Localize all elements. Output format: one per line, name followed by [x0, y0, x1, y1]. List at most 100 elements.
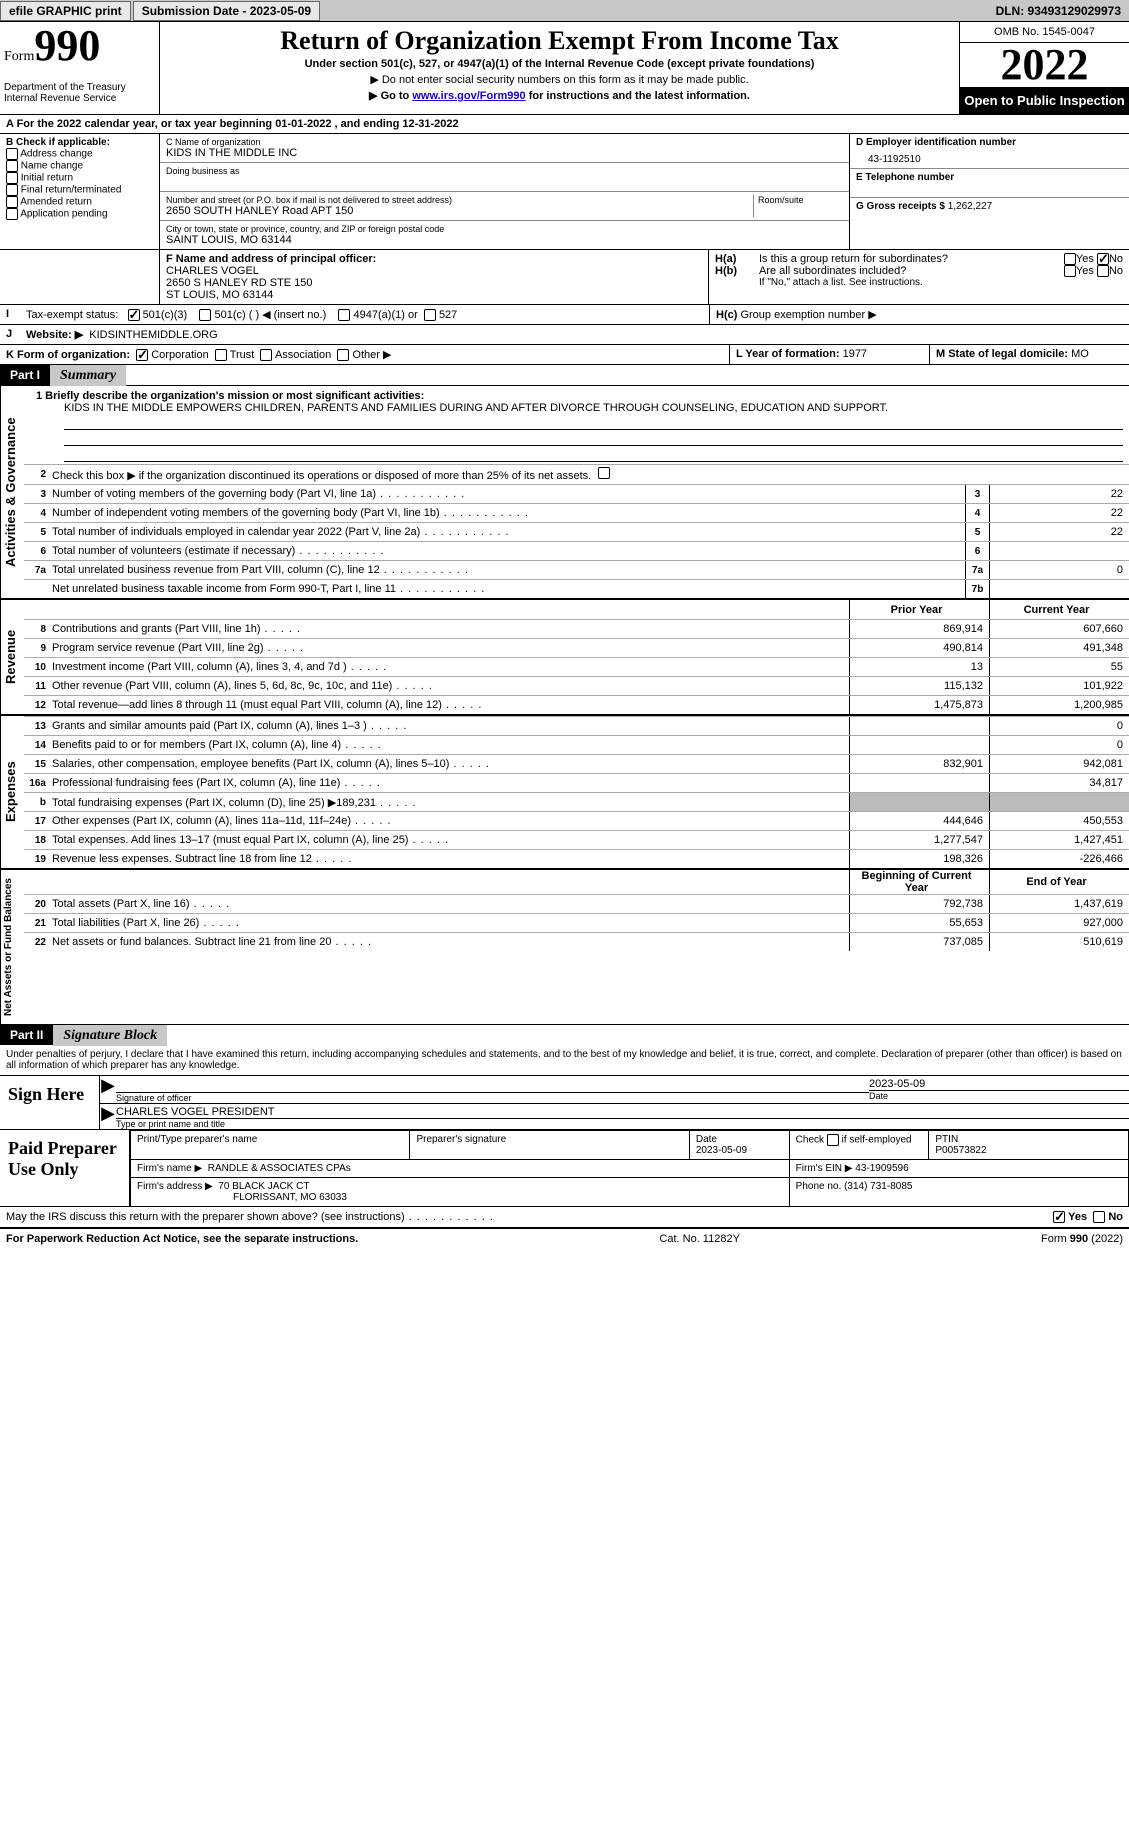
hb-label: Are all subordinates included? — [759, 265, 1064, 277]
sig-officer-label: Signature of officer — [116, 1092, 869, 1103]
footer-left: For Paperwork Reduction Act Notice, see … — [6, 1233, 358, 1245]
sig-date: 2023-05-09 — [869, 1078, 1129, 1090]
summary-line: 3 Number of voting members of the govern… — [24, 484, 1129, 503]
checkbox-name-change[interactable] — [6, 160, 18, 172]
cb-trust[interactable] — [215, 349, 227, 361]
tax-status-label: Tax-exempt status: — [26, 309, 118, 321]
org-name: KIDS IN THE MIDDLE INC — [166, 147, 843, 159]
org-city: SAINT LOUIS, MO 63144 — [166, 234, 843, 246]
tax-exempt-row: I Tax-exempt status: 501(c)(3) 501(c) ( … — [0, 305, 1129, 325]
summary-line: 20 Total assets (Part X, line 16) 792,73… — [24, 894, 1129, 913]
m-value: MO — [1071, 348, 1089, 360]
addr-label: Number and street (or P.O. box if mail i… — [166, 195, 753, 205]
summary-line: 6 Total number of volunteers (estimate i… — [24, 541, 1129, 560]
form-title: Return of Organization Exempt From Incom… — [168, 26, 951, 56]
cb-other[interactable] — [337, 349, 349, 361]
summary-line: 5 Total number of individuals employed i… — [24, 522, 1129, 541]
irs-link[interactable]: www.irs.gov/Form990 — [412, 90, 525, 102]
cb-corp[interactable] — [136, 349, 148, 361]
summary-line: 4 Number of independent voting members o… — [24, 503, 1129, 522]
hb-yes[interactable] — [1064, 265, 1076, 277]
checkbox-pending[interactable] — [6, 208, 18, 220]
summary-line: 12 Total revenue—add lines 8 through 11 … — [24, 695, 1129, 714]
section-b-label: B Check if applicable: — [6, 137, 153, 148]
submission-date-button[interactable]: Submission Date - 2023-05-09 — [133, 1, 320, 21]
hb-note: If "No," attach a list. See instructions… — [715, 277, 1123, 288]
firm-addr2: FLORISSANT, MO 63033 — [233, 1192, 347, 1203]
ha-yes[interactable] — [1064, 253, 1076, 265]
dept-treasury: Department of the Treasury Internal Reve… — [4, 82, 155, 104]
goto-note: ▶ Go to www.irs.gov/Form990 for instruct… — [168, 89, 951, 102]
website-row: J Website: ▶ KIDSINTHEMIDDLE.ORG — [0, 325, 1129, 345]
line-2: Check this box ▶ if the organization dis… — [52, 465, 1129, 484]
section-c: C Name of organization KIDS IN THE MIDDL… — [160, 134, 849, 249]
cb-discontinued[interactable] — [598, 467, 610, 479]
firm-name: RANDLE & ASSOCIATES CPAs — [208, 1163, 351, 1174]
tax-year: 2022 — [960, 43, 1129, 87]
l-label: L Year of formation: — [736, 348, 840, 360]
open-to-public: Open to Public Inspection — [960, 87, 1129, 114]
ha-no[interactable] — [1097, 253, 1109, 265]
checkbox-amended[interactable] — [6, 196, 18, 208]
section-b: B Check if applicable: Address change Na… — [0, 134, 160, 249]
mayirs-no[interactable] — [1093, 1211, 1105, 1223]
summary-line: Net unrelated business taxable income fr… — [24, 579, 1129, 598]
summary-line: 13 Grants and similar amounts paid (Part… — [24, 716, 1129, 735]
mission-block: 1 Briefly describe the organization's mi… — [24, 386, 1129, 464]
col-current: Current Year — [989, 600, 1129, 619]
cb-501c3[interactable] — [128, 309, 140, 321]
col-beg: Beginning of Current Year — [849, 870, 989, 894]
form-number: Form990 — [4, 26, 155, 66]
cb-501c[interactable] — [199, 309, 211, 321]
officer-name: CHARLES VOGEL — [166, 265, 702, 277]
checkbox-address-change[interactable] — [6, 148, 18, 160]
firm-addr1: 70 BLACK JACK CT — [218, 1181, 309, 1192]
ein-label: D Employer identification number — [856, 137, 1123, 148]
summary-line: 8 Contributions and grants (Part VIII, l… — [24, 619, 1129, 638]
phone-label: E Telephone number — [856, 172, 1123, 183]
vlabel-netassets: Net Assets or Fund Balances — [0, 870, 24, 1024]
penalties-text: Under penalties of perjury, I declare th… — [0, 1045, 1129, 1076]
col-prior: Prior Year — [849, 600, 989, 619]
org-name-label: C Name of organization — [166, 137, 843, 147]
arrow-icon: ▶ — [100, 1076, 116, 1103]
gross-receipts-value: 1,262,227 — [948, 201, 993, 212]
hb-no[interactable] — [1097, 265, 1109, 277]
summary-line: 18 Total expenses. Add lines 13–17 (must… — [24, 830, 1129, 849]
part2-header: Part IISignature Block — [0, 1025, 1129, 1045]
sign-here-label: Sign Here — [0, 1076, 100, 1129]
officer-group-row: F Name and address of principal officer:… — [0, 250, 1129, 305]
footer-right: Form 990 (2022) — [1041, 1233, 1123, 1245]
summary-line: 10 Investment income (Part VIII, column … — [24, 657, 1129, 676]
cb-4947[interactable] — [338, 309, 350, 321]
firm-phone: (314) 731-8085 — [844, 1181, 912, 1192]
arrow-icon: ▶ — [100, 1104, 116, 1129]
summary-line: 16a Professional fundraising fees (Part … — [24, 773, 1129, 792]
cb-assoc[interactable] — [260, 349, 272, 361]
form-header: Form990 Department of the Treasury Inter… — [0, 22, 1129, 115]
part1-header: Part ISummary — [0, 365, 1129, 385]
expenses-section: Expenses 13 Grants and similar amounts p… — [0, 716, 1129, 870]
summary-line: 11 Other revenue (Part VIII, column (A),… — [24, 676, 1129, 695]
summary-line: 21 Total liabilities (Part X, line 26) 5… — [24, 913, 1129, 932]
cb-527[interactable] — [424, 309, 436, 321]
city-label: City or town, state or province, country… — [166, 224, 843, 234]
page-footer: For Paperwork Reduction Act Notice, see … — [0, 1229, 1129, 1249]
cb-self-employed[interactable] — [827, 1134, 839, 1146]
vlabel-revenue: Revenue — [0, 600, 24, 714]
checkbox-final-return[interactable] — [6, 184, 18, 196]
mission-text: KIDS IN THE MIDDLE EMPOWERS CHILDREN, PA… — [64, 402, 1123, 414]
summary-line: b Total fundraising expenses (Part IX, c… — [24, 792, 1129, 811]
sig-date-label: Date — [869, 1090, 1129, 1101]
efile-print-button[interactable]: efile GRAPHIC print — [0, 1, 131, 21]
ha-label: Is this a group return for subordinates? — [759, 253, 1064, 265]
checkbox-initial-return[interactable] — [6, 172, 18, 184]
mayirs-yes[interactable] — [1053, 1211, 1065, 1223]
officer-addr2: ST LOUIS, MO 63144 — [166, 289, 702, 301]
l-value: 1977 — [843, 348, 867, 360]
governance-section: Activities & Governance 1 Briefly descri… — [0, 385, 1129, 600]
k-label: K Form of organization: — [6, 349, 130, 361]
summary-line: 9 Program service revenue (Part VIII, li… — [24, 638, 1129, 657]
paid-preparer-block: Paid Preparer Use Only Print/Type prepar… — [0, 1130, 1129, 1207]
summary-line: 17 Other expenses (Part IX, column (A), … — [24, 811, 1129, 830]
